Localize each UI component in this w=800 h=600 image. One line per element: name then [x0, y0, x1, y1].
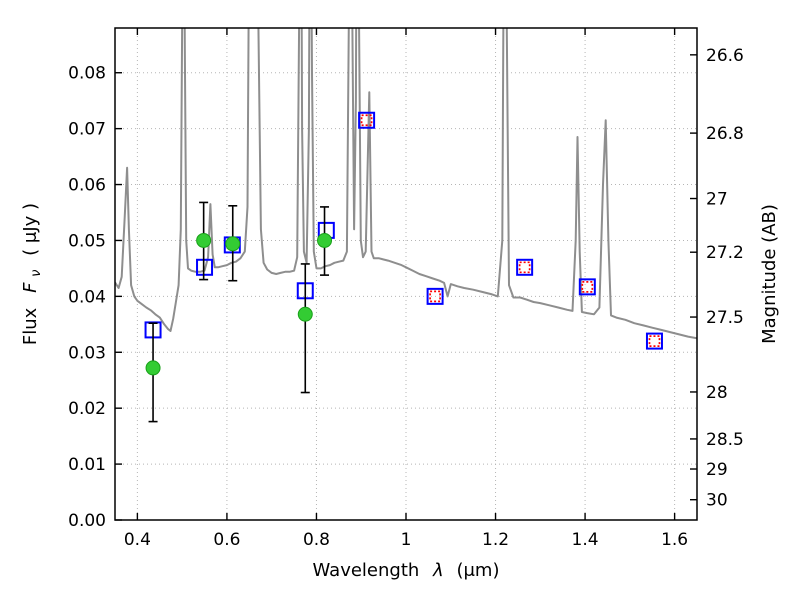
y-tick-label-flux: 0.01 — [68, 455, 106, 475]
y-tick-label-flux: 0.06 — [68, 176, 106, 196]
data-point-ir-photometry-squares — [518, 261, 531, 274]
data-point-observed-photometry-circles — [297, 306, 313, 322]
y-tick-label-magnitude: 29 — [706, 460, 728, 480]
y-axis-title-left-subscript: ν — [29, 270, 44, 277]
data-point-ir-photometry-squares — [648, 335, 661, 347]
data-point-observed-photometry-circles — [145, 360, 161, 376]
data-point-model-photometry-squares — [516, 258, 534, 276]
data-point-model-photometry-squares — [358, 111, 376, 129]
x-axis-title-symbol: λ — [432, 560, 444, 581]
data-point-ir-photometry-squares — [581, 281, 594, 293]
y-tick-label-flux: 0.08 — [68, 64, 106, 84]
y-tick-label-magnitude: 28.5 — [706, 430, 744, 450]
y-tick-label-flux: 0.00 — [68, 511, 106, 531]
data-point-model-photometry-squares — [645, 332, 663, 350]
y-tick-label-flux: 0.07 — [68, 120, 106, 140]
y-axis-title-right: Magnitude (AB) — [759, 204, 780, 344]
y-tick-label-magnitude: 27.5 — [706, 308, 744, 328]
x-tick-label: 0.6 — [213, 530, 240, 550]
x-tick-label: 1 — [401, 530, 412, 550]
y-tick-label-magnitude: 28 — [706, 383, 728, 403]
y-tick-label-flux: 0.02 — [68, 399, 106, 419]
y-tick-label-magnitude: 26.6 — [706, 46, 744, 66]
ir-photometry-squares — [360, 114, 661, 347]
tick-labels: 0.4 0.6 0.8 1 1.2 1.4 1.6 0.00 0.01 0.02 0.03 0.04 0… — [68, 46, 744, 550]
y-tick-label-magnitude: 27 — [706, 190, 728, 210]
axis-ticks — [115, 28, 697, 521]
x-tick-label: 1.6 — [661, 530, 688, 550]
y-tick-label-magnitude: 27.2 — [706, 243, 744, 263]
data-point-ir-photometry-squares — [360, 114, 373, 127]
y-axis-title-left-units: ( μJy ) — [20, 203, 41, 256]
data-point-observed-photometry-circles — [225, 236, 241, 252]
x-axis-title-units: (μm) — [456, 560, 499, 581]
data-layer — [115, 28, 697, 423]
x-tick-label: 1.2 — [482, 530, 509, 550]
error-bar — [300, 263, 310, 394]
data-point-model-photometry-squares — [196, 258, 214, 276]
y-tick-label-flux: 0.04 — [68, 287, 106, 307]
observed-photometry-circles — [145, 201, 333, 423]
y-axis-title-left-symbol: F — [20, 282, 41, 293]
x-tick-label: 0.8 — [303, 530, 330, 550]
data-point-ir-photometry-squares — [429, 290, 441, 303]
data-point-model-photometry-squares — [578, 278, 596, 296]
y-tick-label-flux: 0.03 — [68, 343, 106, 363]
data-point-observed-photometry-circles — [317, 232, 333, 248]
y-axis-title-left-text: Flux — [20, 307, 41, 345]
x-axis-title-text: Wavelength — [313, 560, 420, 581]
model-spectrum — [115, 28, 697, 340]
y-tick-label-magnitude: 30 — [706, 491, 728, 511]
data-point-model-photometry-squares — [426, 287, 444, 305]
x-tick-label: 0.4 — [124, 530, 151, 550]
y-tick-label-flux: 0.05 — [68, 231, 106, 251]
y-axis-title-left: Flux F ν ( μJy ) — [20, 203, 45, 345]
plot-layers: 0.4 0.6 0.8 1 1.2 1.4 1.6 0.00 0.01 0.02 0.03 0.04 0… — [68, 27, 744, 550]
x-axis-title: Wavelength λ (μm) — [313, 560, 500, 581]
y-tick-label-magnitude: 26.8 — [706, 124, 744, 144]
data-point-observed-photometry-circles — [196, 232, 212, 248]
x-tick-label: 1.4 — [572, 530, 599, 550]
